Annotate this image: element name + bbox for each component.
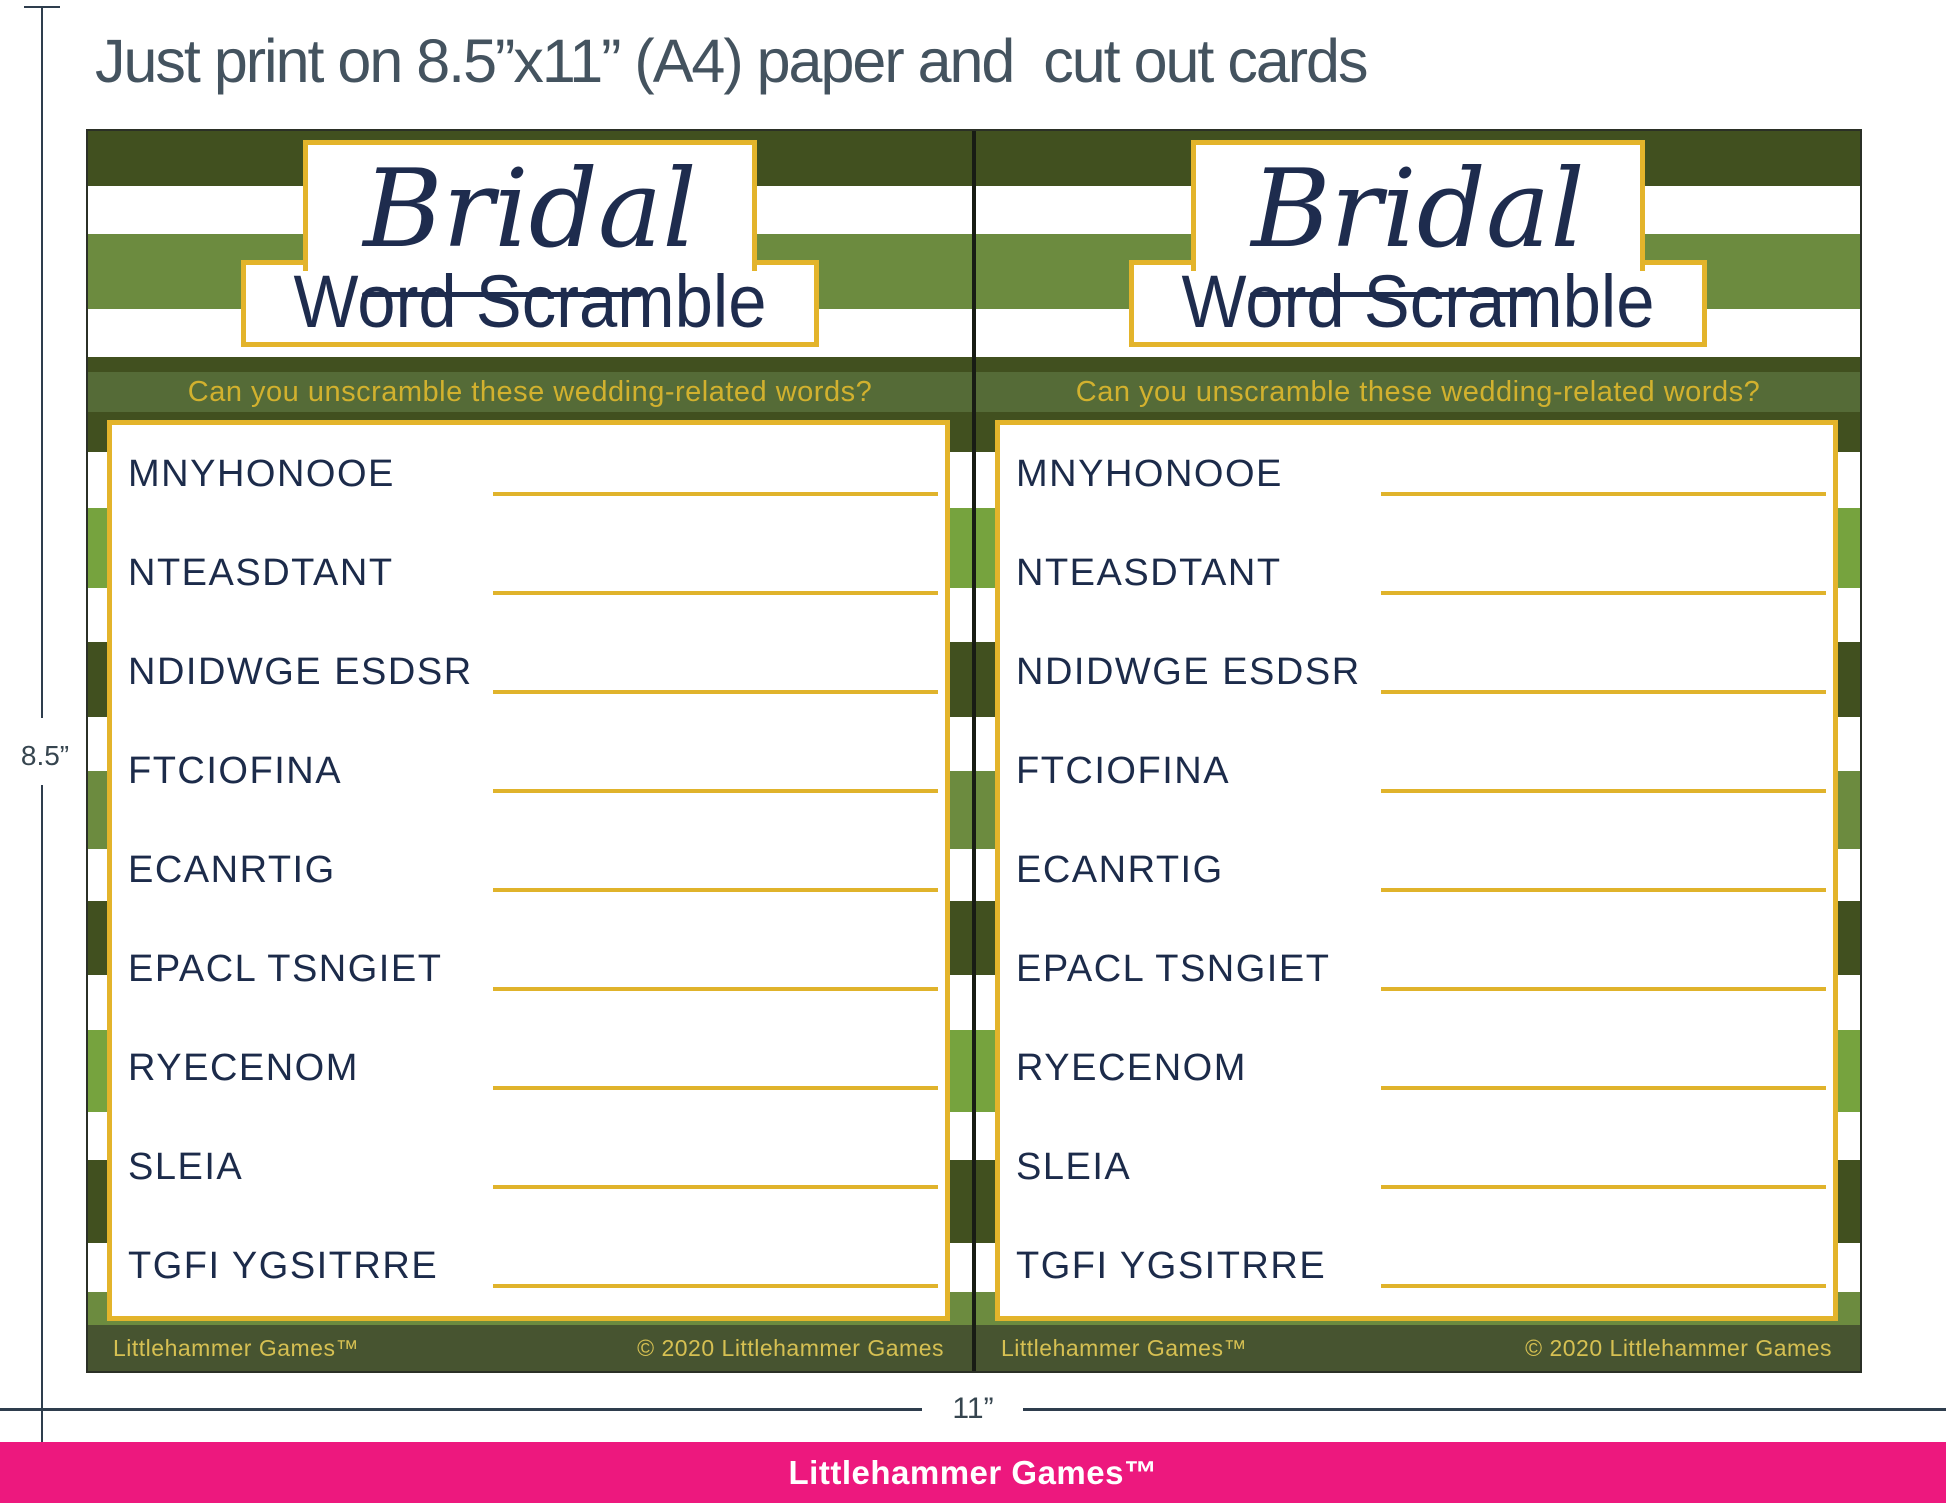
brand-bar: Littlehammer Games™ <box>0 1442 1946 1503</box>
card-footer: Littlehammer Games™ © 2020 Littlehammer … <box>976 1325 1860 1371</box>
card-footer-copyright: © 2020 Littlehammer Games <box>637 1334 944 1361</box>
scrambled-word: RYECENOM <box>1016 1047 1247 1089</box>
answer-line <box>493 789 938 793</box>
card-title-box: Bridal Word Scramble <box>241 140 819 347</box>
script-underline-flourish <box>1250 292 1530 297</box>
word-row: ECANRTIG <box>112 821 945 920</box>
card-subtitle: Can you unscramble these wedding-related… <box>187 375 873 408</box>
word-row: FTCIOFINA <box>1000 722 1833 821</box>
word-row: MNYHONOOE <box>1000 425 1833 524</box>
title-box-upper-panel <box>303 140 757 271</box>
word-row: MNYHONOOE <box>112 425 945 524</box>
word-row: SLEIA <box>112 1118 945 1217</box>
answer-line <box>493 591 938 595</box>
width-dimension-label: 11” <box>952 1392 994 1425</box>
scrambled-word: NDIDWGE ESDSR <box>128 651 473 693</box>
answer-line <box>1381 492 1826 496</box>
scrambled-word: NTEASDTANT <box>1016 552 1282 594</box>
card-subtitle-band: Can you unscramble these wedding-related… <box>88 372 972 412</box>
scrambled-word: NDIDWGE ESDSR <box>1016 651 1361 693</box>
card-footer-brand: Littlehammer Games™ <box>113 1334 359 1361</box>
height-dimension-line-upper <box>41 8 43 718</box>
card-script-title: Bridal <box>363 147 697 272</box>
width-dimension-line-right <box>1023 1408 1946 1411</box>
scrambled-word: SLEIA <box>1016 1146 1132 1188</box>
word-row: TGFI YGSITRRE <box>1000 1217 1833 1316</box>
word-row: SLEIA <box>1000 1118 1833 1217</box>
word-row: TGFI YGSITRRE <box>112 1217 945 1316</box>
word-list-box: MNYHONOOE NTEASDTANT NDIDWGE ESDSR FTCIO… <box>995 420 1838 1321</box>
script-underline-flourish <box>362 292 642 297</box>
card-subtitle: Can you unscramble these wedding-related… <box>1075 375 1761 408</box>
card-title-box: Bridal Word Scramble <box>1129 140 1707 347</box>
scrambled-word: MNYHONOOE <box>1016 453 1283 495</box>
answer-line <box>1381 888 1826 892</box>
scrambled-word: ECANRTIG <box>1016 849 1224 891</box>
word-row: NTEASDTANT <box>112 524 945 623</box>
height-dimension-label: 8.5” <box>20 740 70 771</box>
scrambled-word: NTEASDTANT <box>128 552 394 594</box>
answer-line <box>493 987 938 991</box>
word-row: NDIDWGE ESDSR <box>1000 623 1833 722</box>
scrambled-word: FTCIOFINA <box>1016 750 1231 792</box>
answer-line <box>493 690 938 694</box>
scrambled-word: EPACL TSNGIET <box>128 948 443 990</box>
word-row: NTEASDTANT <box>1000 524 1833 623</box>
scrambled-word: MNYHONOOE <box>128 453 395 495</box>
card-footer: Littlehammer Games™ © 2020 Littlehammer … <box>88 1325 972 1371</box>
word-row: FTCIOFINA <box>112 722 945 821</box>
scrambled-word: RYECENOM <box>128 1047 359 1089</box>
scrambled-word: ECANRTIG <box>128 849 336 891</box>
scrambled-word: TGFI YGSITRRE <box>1016 1245 1327 1287</box>
answer-line <box>1381 1086 1826 1090</box>
answer-line <box>493 492 938 496</box>
answer-line <box>493 1185 938 1189</box>
card-footer-copyright: © 2020 Littlehammer Games <box>1525 1334 1832 1361</box>
word-row: EPACL TSNGIET <box>112 920 945 1019</box>
title-box-lower-panel <box>241 260 819 347</box>
answer-line <box>493 888 938 892</box>
height-dimension-top-tick <box>24 6 60 8</box>
scrambled-word: TGFI YGSITRRE <box>128 1245 439 1287</box>
word-row: RYECENOM <box>112 1019 945 1118</box>
height-dimension-line-lower <box>41 785 43 1503</box>
answer-line <box>493 1284 938 1288</box>
width-dimension-line-left <box>0 1408 922 1411</box>
print-area: Bridal Word Scramble Can you unscramble … <box>86 129 1862 1373</box>
title-box-upper-panel <box>1191 140 1645 271</box>
instruction-heading: Just print on 8.5”x11” (A4) paper and cu… <box>95 27 1368 95</box>
scrambled-word: EPACL TSNGIET <box>1016 948 1331 990</box>
scrambled-word: FTCIOFINA <box>128 750 343 792</box>
card-subtitle-band: Can you unscramble these wedding-related… <box>976 372 1860 412</box>
word-scramble-card-left: Bridal Word Scramble Can you unscramble … <box>88 131 972 1371</box>
brand-bar-text: Littlehammer Games™ <box>788 1453 1158 1491</box>
answer-line <box>1381 1185 1826 1189</box>
word-row: EPACL TSNGIET <box>1000 920 1833 1019</box>
answer-line <box>1381 789 1826 793</box>
answer-line <box>1381 591 1826 595</box>
card-main-title: Word Scramble <box>293 260 767 343</box>
card-main-title: Word Scramble <box>1181 260 1655 343</box>
word-scramble-card-right: Bridal Word Scramble Can you unscramble … <box>976 131 1860 1371</box>
answer-line <box>1381 987 1826 991</box>
word-list-box: MNYHONOOE NTEASDTANT NDIDWGE ESDSR FTCIO… <box>107 420 950 1321</box>
answer-line <box>1381 1284 1826 1288</box>
card-script-title: Bridal <box>1251 147 1585 272</box>
answer-line <box>1381 690 1826 694</box>
word-row: RYECENOM <box>1000 1019 1833 1118</box>
card-footer-brand: Littlehammer Games™ <box>1001 1334 1247 1361</box>
cut-divider-line <box>972 131 976 1371</box>
word-row: NDIDWGE ESDSR <box>112 623 945 722</box>
word-row: ECANRTIG <box>1000 821 1833 920</box>
answer-line <box>493 1086 938 1090</box>
scrambled-word: SLEIA <box>128 1146 244 1188</box>
